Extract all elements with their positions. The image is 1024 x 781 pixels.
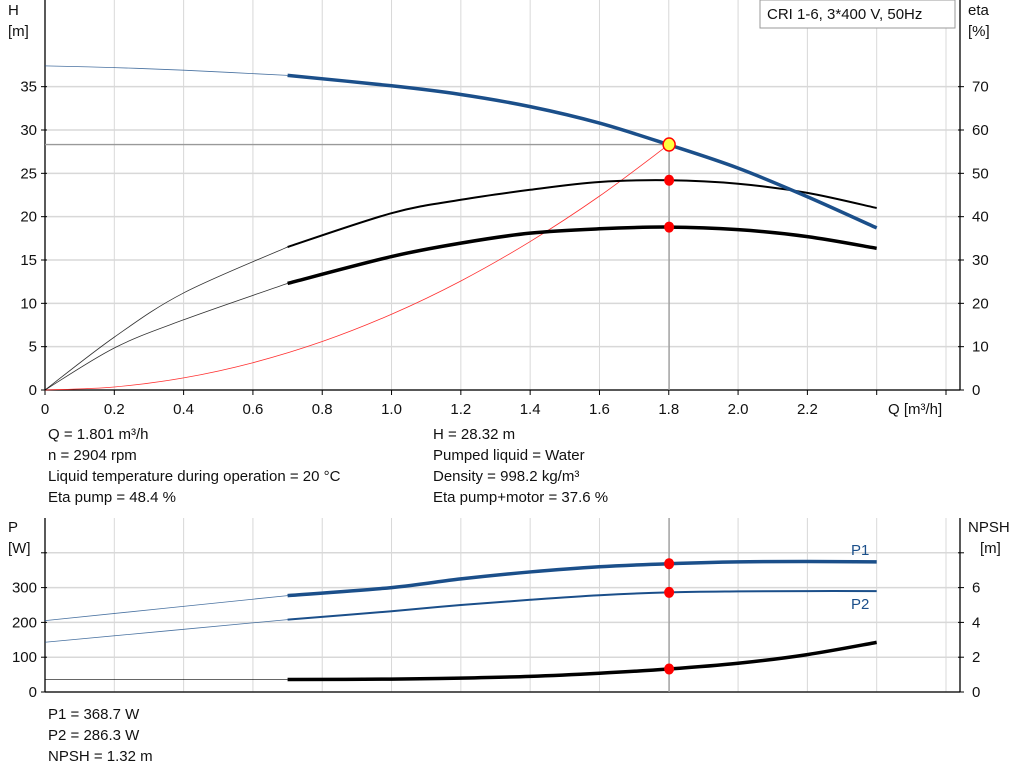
y-right-tick-label: 40 — [972, 209, 989, 226]
y-right-tick-label: 6 — [972, 580, 980, 597]
x-tick-label: 0.6 — [242, 401, 263, 418]
legend-pump-label: CRI 1-6, 3*400 V, 50Hz — [767, 6, 922, 23]
upper-grid: 0 5 10 15 20 25 30 35 0 10 20 30 40 50 60 70 0 0.2 0.4 0.6 0… — [20, 0, 989, 418]
p2-curve-thin — [44, 619, 288, 643]
y-left-tick-label: 20 — [20, 209, 37, 226]
x-tick-label: 0.2 — [104, 401, 125, 418]
info-h: H = 28.32 m — [433, 426, 515, 443]
head-curve — [287, 73, 878, 230]
y-left-tick-label: 100 — [12, 649, 37, 666]
info-pumped-liquid: Pumped liquid = Water — [433, 447, 585, 464]
info-p2: P2 = 286.3 W — [48, 727, 140, 744]
x-tick-label: 0.4 — [173, 401, 194, 418]
eta-pump-operating-point — [664, 174, 675, 186]
eta-pump-curve-thin — [44, 246, 288, 391]
info-q: Q = 1.801 m³/h — [48, 426, 148, 443]
p-axis-unit: [W] — [8, 540, 31, 557]
eta-pump-motor-operating-point — [664, 221, 675, 233]
x-tick-label: 1.2 — [450, 401, 471, 418]
y-left-tick-label: 5 — [29, 339, 37, 356]
y-right-tick-label: 50 — [972, 165, 989, 182]
y-right-tick-label: 20 — [972, 295, 989, 312]
p2-operating-point — [664, 586, 675, 598]
info-p1: P1 = 368.7 W — [48, 706, 140, 723]
x-tick-label: 1.4 — [520, 401, 541, 418]
y-right-tick-label: 0 — [972, 382, 980, 399]
y-left-tick-label: 200 — [12, 614, 37, 631]
p1-curve-label: P1 — [851, 542, 869, 559]
y-left-tick-label: 0 — [29, 382, 37, 399]
p1-operating-point — [664, 558, 675, 570]
legend-box — [759, 0, 956, 29]
p1-curve-thin — [44, 595, 288, 622]
npsh-curve — [287, 640, 877, 682]
head-curve-thin — [44, 65, 288, 76]
info-density: Density = 998.2 kg/m³ — [433, 468, 579, 485]
y-left-tick-label: 30 — [20, 122, 37, 139]
y-right-tick-label: 0 — [972, 684, 980, 701]
npsh-axis-title: NPSH — [968, 519, 1010, 536]
y-right-tick-label: 2 — [972, 649, 980, 666]
system-curve — [44, 144, 670, 391]
chart-marks — [44, 65, 878, 692]
npsh-operating-point — [664, 663, 675, 675]
y-right-tick-label: 60 — [972, 122, 989, 139]
info-eta-pump: Eta pump = 48.4 % — [48, 489, 176, 506]
info-speed: n = 2904 rpm — [48, 447, 137, 464]
x-tick-label: 1.0 — [381, 401, 402, 418]
y-right-tick-label: 30 — [972, 252, 989, 269]
h-axis-title: H — [8, 2, 19, 19]
y-left-tick-label: 0 — [29, 684, 37, 701]
eta-pump-motor-curve — [287, 225, 877, 286]
eta-pump-motor-curve-thin — [44, 283, 288, 391]
y-left-tick-label: 35 — [20, 79, 37, 96]
x-tick-label: 2.2 — [797, 401, 818, 418]
x-tick-label: 0.8 — [312, 401, 333, 418]
p-axis-title: P — [8, 519, 18, 536]
x-tick-label: 1.8 — [658, 401, 679, 418]
y-right-tick-label: 10 — [972, 339, 989, 356]
lower-grid: 0 100 200 300 0 2 4 6 — [12, 518, 980, 701]
eta-pump-curve — [287, 179, 877, 248]
x-tick-label: 0 — [41, 401, 49, 418]
y-left-tick-label: 10 — [20, 295, 37, 312]
y-right-tick-label: 4 — [972, 614, 980, 631]
chart-labels: H [m] eta [%] Q [m³/h] CRI 1-6, 3*400 V,… — [8, 0, 1010, 765]
y-left-tick-label: 15 — [20, 252, 37, 269]
y-left-tick-label: 25 — [20, 165, 37, 182]
head-operating-point — [662, 137, 676, 152]
q-axis-label: Q [m³/h] — [888, 401, 942, 418]
eta-axis-title: eta — [968, 2, 990, 19]
eta-axis-unit: [%] — [968, 23, 990, 40]
y-left-tick-label: 300 — [12, 580, 37, 597]
info-npsh: NPSH = 1.32 m — [48, 748, 153, 765]
h-axis-unit: [m] — [8, 23, 29, 40]
x-tick-label: 2.0 — [728, 401, 749, 418]
x-tick-label: 1.6 — [589, 401, 610, 418]
npsh-axis-unit: [m] — [980, 540, 1001, 557]
p2-curve-label: P2 — [851, 596, 869, 613]
info-eta-pump-motor: Eta pump+motor = 37.6 % — [433, 489, 608, 506]
info-liquid-temp: Liquid temperature during operation = 20… — [48, 468, 341, 485]
y-right-tick-label: 70 — [972, 79, 989, 96]
p1-curve — [287, 559, 877, 598]
p2-curve — [287, 590, 877, 621]
